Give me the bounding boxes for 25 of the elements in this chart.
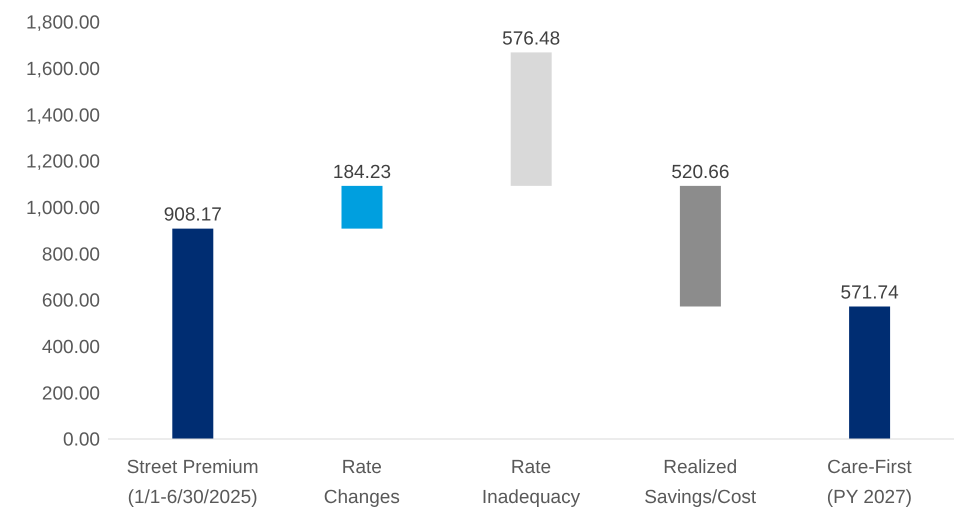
x-tick-label: Rate Changes <box>324 457 400 508</box>
bar <box>680 186 721 307</box>
y-tick-label: 600.00 <box>42 290 100 312</box>
y-tick-label: 1,200.00 <box>26 152 100 173</box>
y-tick-label: 1,600.00 <box>26 59 100 80</box>
data-label: 576.48 <box>502 28 560 50</box>
data-label: 184.23 <box>332 162 392 183</box>
bar <box>849 306 890 439</box>
y-tick-label: 1,400.00 <box>26 105 100 126</box>
y-tick-label: 1,000.00 <box>26 198 100 220</box>
y-tick-label: 1,800.00 <box>26 12 100 34</box>
x-tick-label: Street Premium (1/1-6/30/2025) <box>126 457 259 508</box>
y-tick-label: 200.00 <box>42 383 100 404</box>
bar <box>510 52 552 186</box>
bar <box>341 186 382 229</box>
data-label: 908.17 <box>164 204 222 226</box>
x-tick-label: Care-First (PY 2027) <box>826 457 912 508</box>
x-tick-label: Realized Savings/Cost <box>644 457 757 508</box>
y-tick-label: 400.00 <box>42 337 100 358</box>
y-tick-label: 800.00 <box>42 244 100 266</box>
data-label: 571.74 <box>840 282 900 304</box>
y-tick-label: 0.00 <box>63 430 100 451</box>
data-label: 520.66 <box>671 162 730 183</box>
bar <box>172 228 214 439</box>
x-tick-label: Rate Inadequacy <box>482 457 581 508</box>
